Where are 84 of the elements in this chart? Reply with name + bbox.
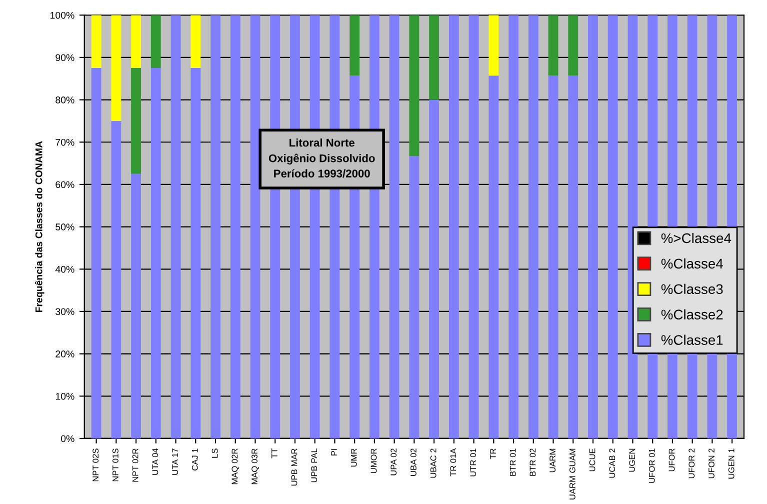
bar [150, 68, 161, 438]
bar [448, 15, 459, 438]
bar [131, 68, 141, 174]
x-tick-label: TR [490, 448, 496, 460]
bar [548, 15, 558, 76]
x-tick-label: UFON 2 [708, 448, 714, 478]
legend-label: %Classe3 [661, 284, 723, 294]
bar [409, 15, 420, 156]
x-tick-label: UPB PAL [311, 448, 318, 482]
annotation: Litoral Norte Oxigênio Dissolvido Período 1993/2000 [268, 138, 375, 178]
y-tick-label: 10% [56, 392, 74, 400]
bar [250, 15, 260, 438]
legend-label: %Classe2 [661, 309, 723, 320]
legend-label: %Classe4 [661, 258, 723, 269]
bar [131, 15, 141, 68]
x-tick-label: UGEN 1 [728, 448, 734, 479]
bar [528, 15, 538, 438]
x-tick-label: UARM [550, 448, 556, 472]
x-tick-label: UGEN [629, 448, 635, 472]
bar [389, 15, 400, 438]
y-tick-label: 50% [56, 224, 74, 230]
x-tick-label: UFOR [668, 448, 675, 472]
x-tick-label: PI [331, 448, 337, 456]
y-tick-label: 20% [56, 350, 74, 358]
legend-label: %>Classe4 [661, 232, 732, 244]
x-tick-label: NPT 02R [132, 448, 138, 482]
y-tick-label: 70% [56, 138, 74, 146]
bar [608, 15, 618, 438]
x-tick-label: BTR 01 [510, 448, 516, 476]
x-tick-label: UARM GUAM [569, 448, 576, 500]
x-tick-label: TT [272, 448, 278, 458]
y-tick-label: 60% [56, 181, 74, 188]
y-tick-label: 40% [55, 266, 74, 273]
bar [111, 15, 122, 121]
bar [568, 15, 578, 76]
bar [91, 68, 102, 438]
bar [230, 15, 240, 438]
x-tick-label: MAQ 02R [232, 448, 240, 484]
bar [131, 174, 141, 438]
x-tick-label: UPB MAR [291, 448, 298, 486]
bar [548, 76, 558, 438]
x-tick-label: NPT 01S [112, 448, 118, 482]
bar [468, 15, 479, 438]
y-axis-title: Frequência das Classes do CONAMA [34, 141, 44, 312]
x-tick-label: MAQ 03R [252, 448, 259, 484]
x-tick-label: BTR 02 [530, 448, 536, 476]
x-tick-label: UBA 02 [410, 448, 416, 476]
y-tick-label: 100% [50, 12, 74, 19]
x-tick-label: UPA 02 [390, 448, 397, 476]
x-tick-label: UCUE [589, 448, 596, 472]
x-tick-label: UMR [351, 448, 357, 467]
bar [429, 100, 440, 438]
bar [350, 15, 360, 76]
bar [568, 76, 578, 438]
x-tick-label: UCAB 2 [609, 448, 616, 478]
x-tick-label: CAJ 1 [192, 448, 198, 470]
bar [190, 15, 201, 68]
x-tick-label: TR 01A [450, 448, 456, 476]
bar [488, 15, 499, 76]
bar [190, 68, 201, 438]
x-tick-label: UMOR [370, 448, 377, 474]
x-tick-label: NPT 02S [92, 448, 99, 482]
bar [111, 120, 122, 438]
x-tick-label: UFOR 01 [648, 448, 655, 483]
bar [488, 76, 499, 438]
bar [150, 15, 161, 68]
bar [508, 15, 518, 438]
x-tick-label: UBAC 2 [430, 448, 436, 478]
x-tick-label: UTA 17 [172, 448, 178, 475]
x-tick-label: UTR 01 [470, 448, 476, 476]
y-tick-label: 80% [56, 96, 74, 104]
y-tick-label: 0% [60, 435, 74, 442]
bar [409, 156, 420, 438]
y-tick-label: 90% [56, 54, 74, 62]
bar [429, 15, 440, 100]
x-tick-label: LS [212, 448, 218, 458]
y-tick-label: 30% [56, 308, 74, 316]
bar [91, 15, 102, 68]
bar [588, 15, 598, 438]
bar [170, 15, 181, 438]
bar [210, 15, 220, 438]
x-tick-label: UFOR 2 [688, 448, 695, 478]
legend-label: %Classe1 [661, 334, 723, 345]
x-tick-label: UTA 04 [152, 448, 158, 475]
